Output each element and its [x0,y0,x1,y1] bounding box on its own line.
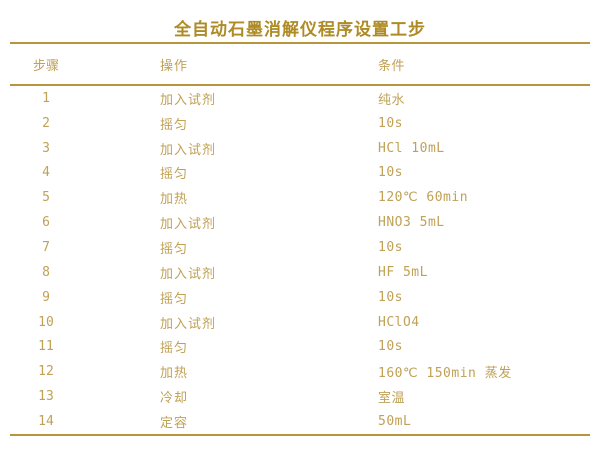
cell-condition: 纯水 [378,92,406,108]
cell-condition: 10s [378,289,403,305]
cell-step: 4 [42,165,50,181]
page-title: 全自动石墨消解仪程序设置工步 [174,20,426,40]
cell-step: 14 [38,413,54,429]
header-step: 步骤 [32,58,59,74]
cell-operation: 加入试剂 [160,316,217,332]
cell-operation: 摇匀 [160,117,189,133]
cell-condition: 10s [378,165,403,181]
header-condition: 条件 [378,58,406,74]
cell-operation: 加热 [160,366,189,382]
cell-step: 12 [38,364,54,380]
table-row: 8 加入试剂 HF 5mL [10,260,590,285]
cell-operation: 加入试剂 [160,142,217,158]
cell-operation: 加入试剂 [160,217,217,233]
cell-condition: HF 5mL [378,264,428,280]
table-row: 12 加热 160℃ 150min 蒸发 [10,359,590,384]
cell-step: 13 [38,389,54,405]
cell-condition: 10s [378,239,403,255]
cell-operation: 冷却 [160,391,189,407]
cell-step: 11 [38,339,54,355]
table-row: 11 摇匀 10s [10,334,590,359]
cell-condition: HClO4 [378,314,420,330]
header-operation: 操作 [160,58,189,74]
cell-condition: HNO3 5mL [378,215,445,231]
table-row: 7 摇匀 10s [10,235,590,260]
table-row: 6 加入试剂 HNO3 5mL [10,210,590,235]
cell-operation: 加入试剂 [160,92,217,108]
table-row: 2 摇匀 10s [10,111,590,136]
cell-condition: 10s [378,115,403,131]
cell-step: 9 [42,289,50,305]
table-body: 1 加入试剂 纯水 2 摇匀 10s 3 加入试剂 HCl 10mL 4 摇匀 … [10,86,590,436]
cell-operation: 定容 [160,415,189,431]
cell-condition: 160℃ 150min 蒸发 [378,366,512,382]
cell-step: 6 [42,215,50,231]
cell-operation: 摇匀 [160,241,189,257]
table-row: 14 定容 50mL [10,409,590,434]
table-header-row: 步骤 操作 条件 [10,42,590,86]
table-row: 5 加热 120℃ 60min [10,185,590,210]
cell-operation: 摇匀 [160,167,189,183]
cell-step: 8 [42,264,50,280]
cell-step: 7 [42,239,50,255]
cell-condition: 50mL [378,413,412,429]
cell-operation: 摇匀 [160,291,189,307]
table-row: 10 加入试剂 HClO4 [10,310,590,335]
table-row: 13 冷却 室温 [10,384,590,409]
cell-step: 2 [42,115,50,131]
cell-condition: 室温 [378,391,406,407]
cell-condition: 120℃ 60min [378,190,469,206]
cell-operation: 加热 [160,192,189,208]
cell-step: 10 [38,314,54,330]
cell-step: 5 [42,190,50,206]
table-row: 4 摇匀 10s [10,161,590,186]
table-row: 9 摇匀 10s [10,285,590,310]
cell-operation: 摇匀 [160,341,189,357]
cell-operation: 加入试剂 [160,266,217,282]
table-row: 1 加入试剂 纯水 [10,86,590,111]
cell-condition: HCl 10mL [378,140,445,156]
cell-step: 3 [42,140,50,156]
procedure-table: 步骤 操作 条件 1 加入试剂 纯水 2 摇匀 10s 3 加入试剂 HCl 1… [10,42,590,436]
cell-step: 1 [42,90,50,106]
table-row: 3 加入试剂 HCl 10mL [10,136,590,161]
cell-condition: 10s [378,339,403,355]
